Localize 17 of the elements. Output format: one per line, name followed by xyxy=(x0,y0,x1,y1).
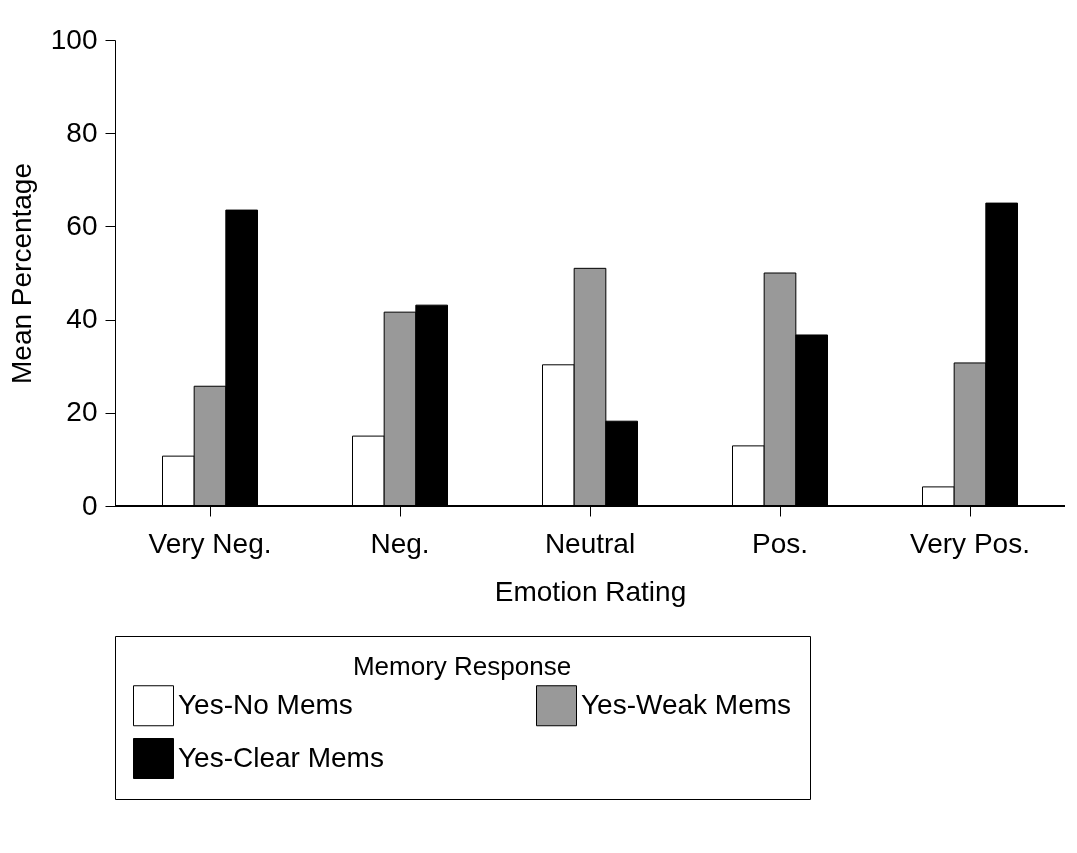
x-tick-label: Pos. xyxy=(751,527,809,559)
y-tick-label: 100 xyxy=(50,23,98,55)
y-tick-label: 20 xyxy=(66,396,98,428)
x-tick-label: Very Pos. xyxy=(910,527,1030,559)
y-tick-label: 40 xyxy=(66,303,98,335)
x-tick-label: Neg. xyxy=(370,527,430,559)
y-axis-title: Mean Percentage xyxy=(5,162,37,385)
legend-label: Yes-Clear Mems xyxy=(178,741,384,773)
legend-label: Yes-Weak Mems xyxy=(581,688,792,720)
y-tick-label: 0 xyxy=(81,489,98,521)
x-tick-label: Neutral xyxy=(544,527,636,559)
legend-label: Yes-No Mems xyxy=(178,688,353,720)
y-tick-label: 80 xyxy=(66,116,98,148)
legend-title: Memory Response xyxy=(352,651,572,681)
x-tick-label: Very Neg. xyxy=(148,527,272,559)
x-axis-title: Emotion Rating xyxy=(494,575,687,607)
y-tick-label: 60 xyxy=(66,209,98,241)
